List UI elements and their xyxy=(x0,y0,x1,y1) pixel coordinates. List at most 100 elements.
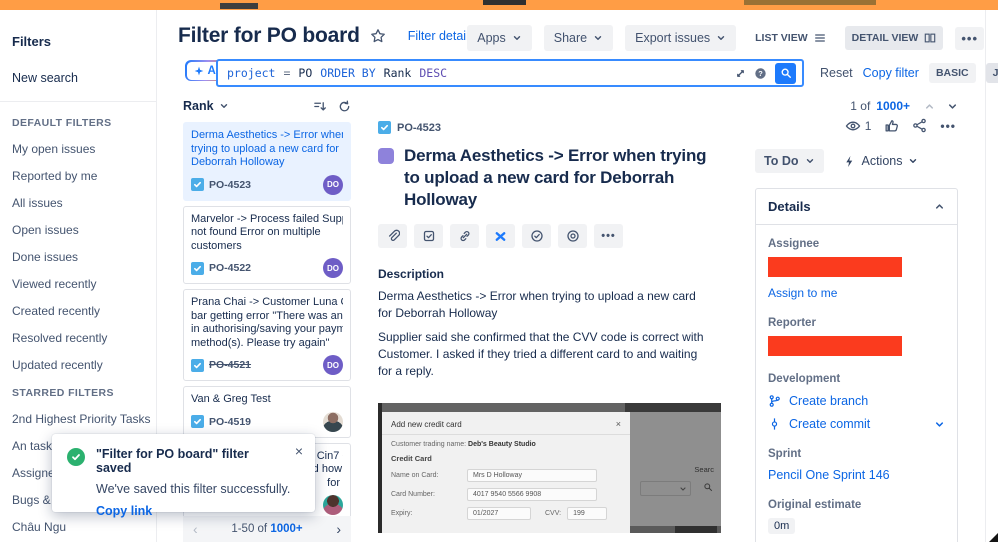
cvv-value: 199 xyxy=(567,507,608,520)
expand-icon[interactable] xyxy=(735,68,746,79)
prev-page-icon[interactable]: ‹ xyxy=(193,521,198,537)
vote-thumbs-up-icon[interactable] xyxy=(884,118,899,133)
original-estimate-label: Original estimate xyxy=(768,499,862,511)
issue-toolbar: ••• xyxy=(378,224,730,248)
estimate-value[interactable]: 0m xyxy=(768,518,796,534)
sidebar-item-done-issues[interactable]: Done issues xyxy=(12,250,79,264)
issue-card-po-4521[interactable]: Prana Chai -> Customer Luna Coffee bar g… xyxy=(183,289,351,381)
issue-card-po-4523[interactable]: Derma Aesthetics -> Error when trying to… xyxy=(183,122,351,201)
check-circle-button[interactable] xyxy=(522,224,551,248)
task-type-icon xyxy=(191,415,204,428)
sidebar-item-my-open-issues[interactable]: My open issues xyxy=(12,142,96,156)
sidebar-item-viewed-recently[interactable]: Viewed recently xyxy=(12,277,97,291)
sort-order-icon[interactable] xyxy=(313,100,326,113)
screenshot-top-band-dark xyxy=(625,403,721,412)
target-circle-button[interactable] xyxy=(558,224,587,248)
next-page-icon[interactable]: › xyxy=(336,521,341,537)
expiry-value: 01/2027 xyxy=(467,507,531,520)
chevron-up-icon xyxy=(934,201,945,212)
details-card-header[interactable]: Details xyxy=(756,189,957,225)
page-total[interactable]: 1000+ xyxy=(270,523,303,535)
share-icon[interactable] xyxy=(912,118,927,133)
cvv-label: CVV: xyxy=(545,510,562,517)
chevron-down-icon xyxy=(512,33,522,43)
refresh-icon[interactable] xyxy=(338,99,351,113)
jql-token: ORDER BY xyxy=(320,66,376,80)
jql-mode-toggle[interactable]: JQL xyxy=(985,63,998,83)
issue-card-po-4519[interactable]: Van & Greg Test PO-4519 xyxy=(183,386,351,438)
sidebar-item-reported-by-me[interactable]: Reported by me xyxy=(12,169,98,183)
sidebar-item-updated-recently[interactable]: Updated recently xyxy=(12,358,103,372)
toast-copy-link[interactable]: Copy link xyxy=(96,504,153,518)
sort-field-dropdown[interactable]: Rank xyxy=(183,99,214,113)
issue-card-po-4522[interactable]: Marvelor -> Process failed Supplier not … xyxy=(183,205,351,284)
reset-button[interactable]: Reset xyxy=(820,66,853,80)
copy-filter-link[interactable]: Copy filter xyxy=(862,66,919,80)
basic-mode-toggle[interactable]: BASIC xyxy=(928,63,976,83)
filter-details-link[interactable]: Filter details xyxy=(407,29,476,43)
create-commit-link[interactable]: Create commit xyxy=(768,417,945,431)
trading-name-label: Customer trading name: xyxy=(391,441,467,448)
filter-saved-toast: "Filter for PO board" filter saved × We'… xyxy=(52,434,315,518)
redaction-bar xyxy=(744,0,876,5)
actions-dropdown[interactable]: Actions xyxy=(844,154,918,168)
watch-count: 1 xyxy=(864,118,872,133)
sidebar-item-resolved-recently[interactable]: Resolved recently xyxy=(12,331,108,345)
toast-close-icon[interactable]: × xyxy=(294,443,303,459)
sidebar-item-created-recently[interactable]: Created recently xyxy=(12,304,101,318)
help-icon[interactable]: ? xyxy=(754,67,767,80)
sidebar-item-open-issues[interactable]: Open issues xyxy=(12,223,79,237)
sprint-value-link[interactable]: Pencil One Sprint 146 xyxy=(768,468,890,482)
attachment-screenshot[interactable]: Searc Add new credit card × Customer tra… xyxy=(378,403,721,533)
svg-text:?: ? xyxy=(758,69,763,78)
chevron-down-icon[interactable] xyxy=(934,419,945,430)
toolbar-more-button[interactable]: ••• xyxy=(594,224,623,248)
list-view-toggle[interactable]: LIST VIEW xyxy=(748,26,833,50)
issue-key-link[interactable]: PO-4523 xyxy=(397,121,442,134)
description-label: Description xyxy=(378,267,445,281)
screenshot-side-dropdown xyxy=(640,481,691,496)
watchers-button[interactable]: 1 xyxy=(845,118,872,133)
sidebar-item-2nd-highest-priority-tasks[interactable]: 2nd Highest Priority Tasks xyxy=(12,412,151,426)
pagination-position: 1 of xyxy=(850,99,871,113)
app-x-icon[interactable] xyxy=(486,224,515,248)
add-child-issue-button[interactable] xyxy=(414,224,443,248)
sidebar-item-new-search[interactable]: New search xyxy=(12,71,78,85)
sidebar-item-chau-ngu[interactable]: Châu Ngu xyxy=(12,520,67,534)
star-icon[interactable] xyxy=(370,28,386,44)
attach-button[interactable] xyxy=(378,224,407,248)
sidebar-item-assigned[interactable]: Assigned xyxy=(12,466,62,480)
pagination-total[interactable]: 1000+ xyxy=(876,99,910,113)
export-issues-button[interactable]: Export issues xyxy=(625,25,737,51)
share-button[interactable]: Share xyxy=(543,25,614,51)
pagination-next-icon[interactable] xyxy=(947,101,958,112)
screenshot-bottom-band-dark xyxy=(675,526,717,533)
header-more-button[interactable]: ••• xyxy=(955,26,984,50)
task-type-icon xyxy=(378,121,391,134)
search-button[interactable] xyxy=(775,62,796,84)
task-type-icon xyxy=(191,261,204,275)
success-check-icon xyxy=(67,448,85,466)
sidebar-item-an-tasks[interactable]: An tasks xyxy=(12,439,59,453)
screenshot-close-icon: × xyxy=(615,419,621,429)
link-issue-button[interactable] xyxy=(450,224,479,248)
issue-action-icons: 1 ••• xyxy=(755,118,986,133)
assignee-avatar xyxy=(323,495,343,515)
chevron-down-icon[interactable] xyxy=(219,101,229,111)
create-branch-link[interactable]: Create branch xyxy=(768,394,945,408)
issue-key: PO-4523 xyxy=(209,178,252,191)
commit-icon xyxy=(768,417,781,431)
sidebar-item-all-issues[interactable]: All issues xyxy=(12,196,63,210)
status-dropdown[interactable]: To Do xyxy=(755,149,825,173)
detail-view-toggle[interactable]: DETAIL VIEW xyxy=(844,26,944,50)
assign-to-me-link[interactable]: Assign to me xyxy=(768,286,838,300)
jql-input[interactable]: project = PO ORDER BY Rank DESC ? xyxy=(216,59,804,87)
credit-card-section-label: Credit Card xyxy=(391,454,432,463)
issue-key: PO-4519 xyxy=(209,415,252,428)
panel-more-button[interactable]: ••• xyxy=(940,118,956,133)
apps-button[interactable]: Apps xyxy=(467,25,532,51)
page-range: 1-50 of xyxy=(231,523,268,535)
pagination-prev-icon[interactable] xyxy=(924,101,935,112)
header-buttons: Apps Share Export issues LIST VIEW DETAI… xyxy=(467,25,984,51)
issue-key: PO-4522 xyxy=(209,262,252,274)
